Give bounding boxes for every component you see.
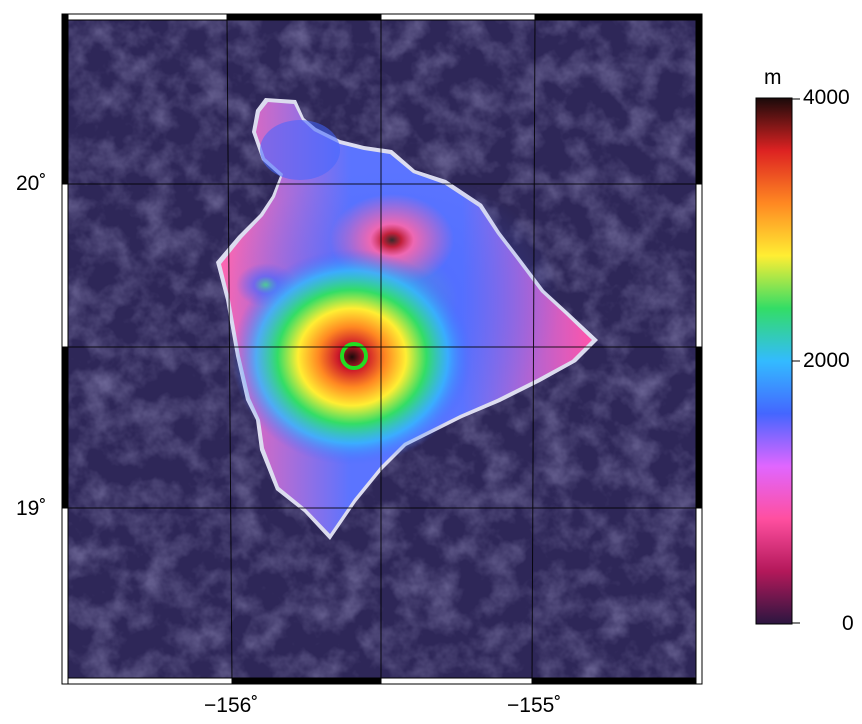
lat-label-20: 20˚ xyxy=(16,172,47,195)
lon-label-156: −156˚ xyxy=(204,694,259,717)
lon-label-155: −155˚ xyxy=(507,694,562,717)
map-area xyxy=(68,20,698,679)
colorbar-tick-label-0: 0 xyxy=(842,612,854,635)
colorbar xyxy=(755,97,800,625)
colorbar-tick-label-2000: 2000 xyxy=(803,349,850,372)
colorbar-unit: m xyxy=(764,66,782,89)
colorbar-scale xyxy=(755,97,793,625)
lat-label-19: 19˚ xyxy=(16,497,47,520)
summit-marker xyxy=(340,342,368,370)
colorbar-ticks xyxy=(792,98,800,624)
elevation-shading xyxy=(220,120,560,465)
map-frame xyxy=(61,13,703,685)
graticule xyxy=(68,20,698,679)
colorbar-tick-label-4000: 4000 xyxy=(803,86,850,109)
